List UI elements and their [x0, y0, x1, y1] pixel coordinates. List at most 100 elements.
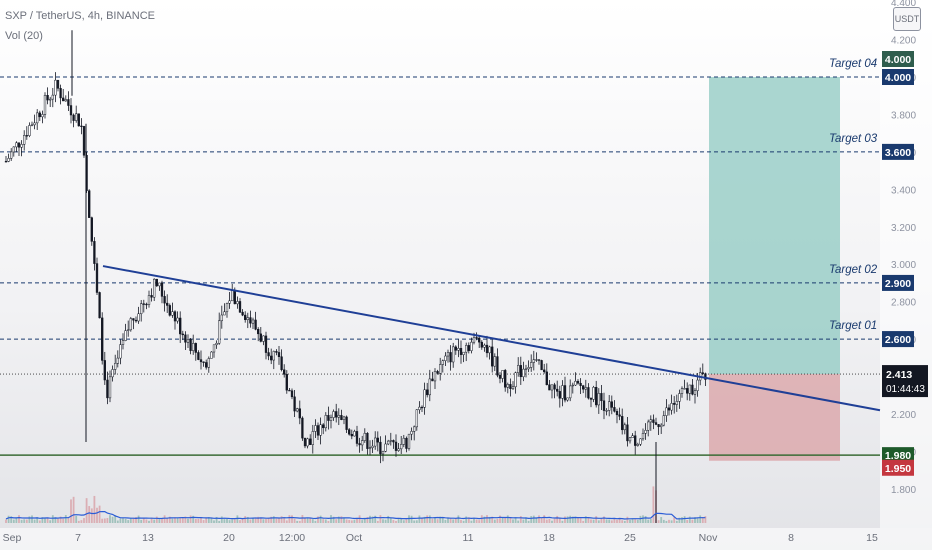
candle-body	[433, 371, 437, 382]
volume-bar	[441, 517, 444, 523]
candle-body	[301, 417, 304, 439]
stop-loss-zone	[709, 374, 840, 461]
candle-body	[561, 385, 564, 399]
volume-bar	[361, 520, 364, 523]
volume-bar	[551, 520, 553, 523]
candle-body	[129, 318, 132, 331]
volume-bar	[605, 519, 608, 523]
volume-bar	[423, 516, 426, 523]
volume-bar	[306, 518, 309, 523]
candle-body	[238, 301, 242, 313]
candle-body	[504, 370, 507, 388]
candle-body	[543, 369, 546, 373]
candle-body	[418, 406, 421, 411]
volume-bar	[558, 518, 561, 523]
candle-body	[267, 352, 270, 357]
target-price-tag: 4.000	[882, 69, 914, 85]
time-tick-label: 8	[788, 532, 794, 544]
volume-bar	[493, 519, 496, 523]
candle-body	[660, 424, 663, 428]
candle-body	[353, 431, 356, 437]
candle-body	[207, 358, 210, 368]
volume-bar	[44, 518, 46, 523]
volume-bar	[405, 519, 408, 523]
volume-bar	[600, 518, 603, 523]
volume-bar	[228, 520, 231, 523]
candle-body	[665, 407, 668, 416]
volume-bar	[621, 520, 624, 523]
candle-body	[249, 317, 252, 324]
volume-bar	[319, 515, 322, 523]
candle-body	[631, 435, 634, 438]
volume-bar	[28, 516, 31, 523]
volume-bar	[483, 516, 486, 523]
volume-bar	[532, 515, 535, 523]
candle-body	[324, 415, 327, 429]
volume-bar	[670, 520, 673, 523]
volume-bar	[15, 518, 18, 523]
volume-bar	[249, 519, 252, 523]
volume-bar	[665, 520, 668, 523]
volume-bar	[36, 517, 39, 523]
volume-bar	[543, 515, 546, 523]
volume-bar	[155, 516, 158, 523]
current-price-tag-bg	[882, 365, 928, 398]
volume-bar	[262, 519, 265, 523]
volume-bar	[699, 515, 702, 523]
candle-body	[522, 368, 525, 378]
candle-body	[12, 146, 15, 153]
volume-bar	[587, 517, 590, 523]
candle-body	[241, 311, 244, 316]
candle-body	[652, 419, 655, 423]
candle-body	[475, 337, 478, 339]
volume-bar	[25, 519, 28, 523]
volume-bar	[574, 516, 577, 523]
currency-badge[interactable]: USDT	[893, 7, 921, 31]
candle-body	[25, 135, 28, 137]
volume-bar	[668, 519, 670, 523]
target-price-tag-bg	[882, 331, 914, 348]
volume-bar	[517, 520, 520, 523]
volume-bar	[540, 517, 543, 523]
candle-body	[358, 443, 361, 446]
volume-bar	[348, 519, 351, 523]
time-tick-label: 25	[624, 532, 636, 544]
take-profit-zone	[709, 77, 840, 375]
volume-bar	[395, 520, 397, 523]
candle-body	[194, 343, 197, 353]
price-tick-label: 2.800	[891, 298, 916, 309]
candle-body	[524, 368, 528, 370]
candle-body	[72, 114, 75, 121]
candle-body	[654, 422, 658, 425]
candle-body	[340, 415, 343, 420]
volume-bar	[506, 515, 509, 523]
volume-bar	[439, 516, 442, 523]
volume-bar	[631, 518, 634, 523]
volume-bar	[18, 515, 20, 523]
candle-body	[621, 416, 624, 431]
volume-bar	[447, 517, 449, 523]
candle-body	[569, 385, 572, 399]
volume-bar	[369, 515, 371, 523]
volume-bar	[410, 515, 413, 523]
candle-body	[38, 112, 41, 118]
candle-body	[634, 435, 637, 446]
candle-body	[332, 411, 335, 418]
volume-bar	[701, 517, 704, 523]
candle-body	[400, 444, 403, 450]
volume-bar	[530, 516, 533, 523]
volume-indicator-label: Vol (20)	[5, 30, 43, 42]
volume-bar	[236, 515, 239, 523]
candle-body	[56, 79, 60, 89]
candle-body	[311, 431, 314, 445]
time-axis-pane	[0, 528, 932, 550]
volume-bar	[603, 516, 605, 523]
candle-body	[179, 317, 182, 335]
volume-bar	[480, 515, 483, 523]
candle-body	[397, 448, 400, 451]
candle-body	[82, 126, 86, 156]
volume-bar	[70, 499, 72, 523]
volume-bar	[426, 515, 429, 523]
